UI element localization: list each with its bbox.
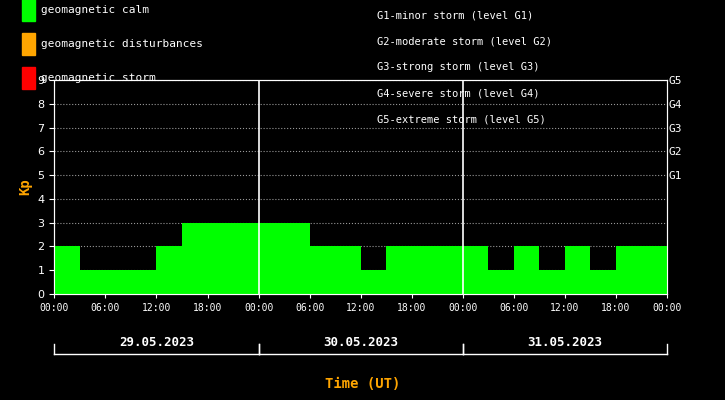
Text: Time (UT): Time (UT) [325,377,400,391]
Y-axis label: Kp: Kp [18,179,32,195]
Text: G5-extreme storm (level G5): G5-extreme storm (level G5) [377,114,546,124]
Bar [539,270,565,294]
Bar [54,246,80,294]
Bar [207,223,233,294]
Text: G2-moderate storm (level G2): G2-moderate storm (level G2) [377,36,552,46]
Bar [489,270,514,294]
Bar [105,270,131,294]
Bar [284,223,310,294]
Bar [310,246,335,294]
Bar [335,246,360,294]
Bar [412,246,437,294]
Bar [642,246,667,294]
Bar [131,270,157,294]
Bar [182,223,207,294]
Bar [437,246,463,294]
Bar [80,270,105,294]
Bar [259,223,284,294]
Text: G4-severe storm (level G4): G4-severe storm (level G4) [377,88,539,98]
Bar [463,246,489,294]
Bar [157,246,182,294]
Text: 31.05.2023: 31.05.2023 [527,336,602,348]
Text: 29.05.2023: 29.05.2023 [119,336,194,348]
Text: geomagnetic storm: geomagnetic storm [41,73,155,83]
Text: G3-strong storm (level G3): G3-strong storm (level G3) [377,62,539,72]
Bar [360,270,386,294]
Bar [616,246,642,294]
Text: 30.05.2023: 30.05.2023 [323,336,398,348]
Bar [590,270,616,294]
Bar [565,246,590,294]
Bar [386,246,412,294]
Text: geomagnetic disturbances: geomagnetic disturbances [41,39,202,49]
Bar [514,246,539,294]
Text: G1-minor storm (level G1): G1-minor storm (level G1) [377,10,534,20]
Bar [233,223,259,294]
Text: geomagnetic calm: geomagnetic calm [41,5,149,15]
